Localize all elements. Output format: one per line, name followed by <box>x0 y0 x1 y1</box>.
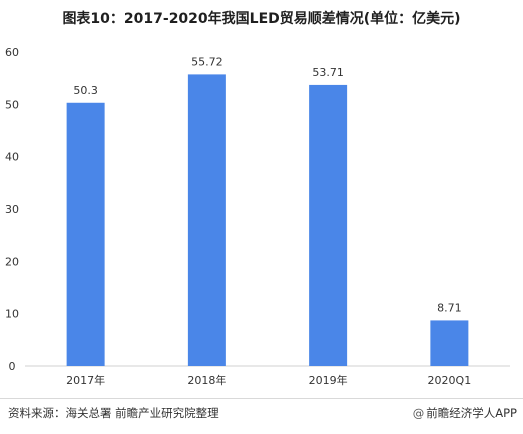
data-label: 50.3 <box>73 84 98 97</box>
y-tick-label: 0 <box>9 360 16 373</box>
y-tick-label: 60 <box>5 46 19 59</box>
chart-title: 图表10：2017-2020年我国LED贸易顺差情况(单位：亿美元) <box>62 11 461 27</box>
y-tick-label: 30 <box>5 203 19 216</box>
x-tick-label: 2017年 <box>66 373 105 387</box>
bar <box>430 320 469 366</box>
x-tick-label: 2019年 <box>309 373 348 387</box>
brand-credit: @ 前瞻经济学人APP <box>413 405 517 421</box>
bar <box>309 84 348 366</box>
y-tick-label: 10 <box>5 308 19 321</box>
data-label: 8.71 <box>437 301 462 314</box>
y-tick-label: 20 <box>5 255 19 268</box>
bar-chart: 0 10 20 30 40 50 60 50.3 2017年 55.72 2018年 53.71 201… <box>5 46 510 387</box>
y-tick-label: 50 <box>5 98 19 111</box>
source-note: 资料来源：海关总署 前瞻产业研究院整理 <box>8 406 219 420</box>
footer-divider <box>0 398 523 399</box>
brand-name: 前瞻经济学人APP <box>426 406 517 420</box>
x-tick-label: 2020Q1 <box>428 374 472 387</box>
data-label: 53.71 <box>312 66 344 79</box>
at-icon: @ <box>412 406 425 420</box>
x-tick-label: 2018年 <box>187 373 226 387</box>
y-tick-label: 40 <box>5 151 19 164</box>
bar <box>187 74 226 366</box>
bar <box>66 102 105 366</box>
data-label: 55.72 <box>191 55 223 68</box>
